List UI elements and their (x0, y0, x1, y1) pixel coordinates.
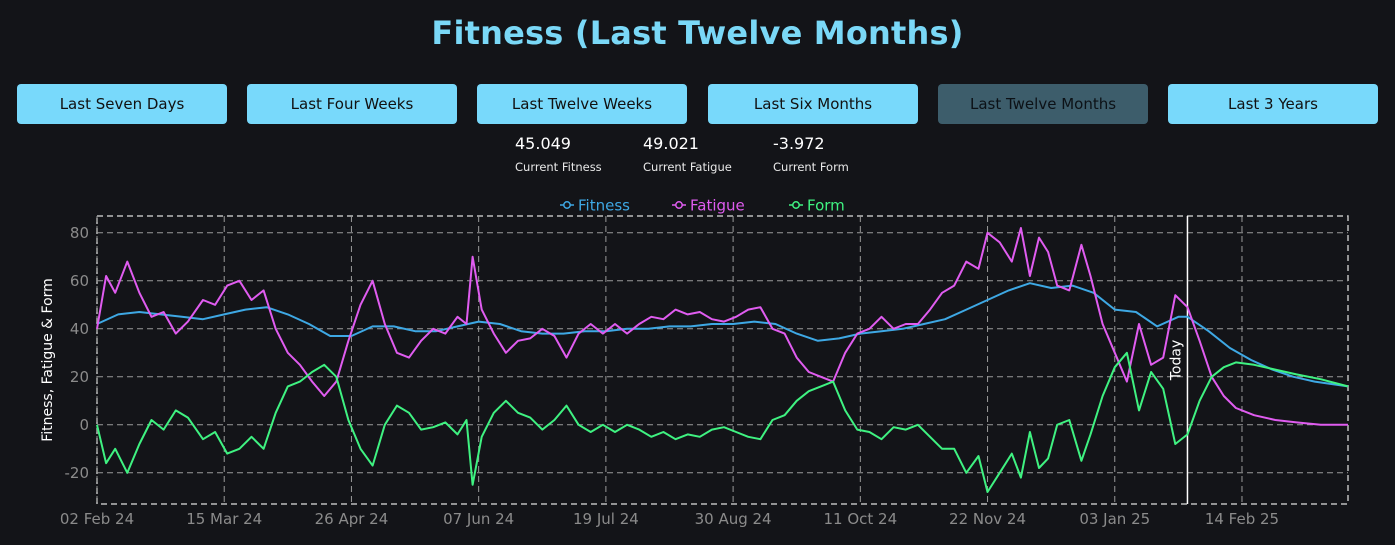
y-tick-label: 20 (70, 368, 89, 386)
range-button-last-four-weeks[interactable]: Last Four Weeks (247, 84, 457, 124)
series-line-fitness (96, 282, 1349, 388)
x-tick-label: 30 Aug 24 (695, 510, 772, 528)
legend-item-fitness: Fitness (560, 197, 630, 215)
legend-swatch-marker (563, 201, 571, 209)
y-tick-label: 80 (70, 224, 89, 242)
x-tick-label: 14 Feb 25 (1205, 510, 1279, 528)
stat-label: Current Form (773, 160, 849, 174)
today-label: Today (1168, 340, 1184, 382)
stat-label: Current Fitness (515, 160, 602, 174)
stat-current-fitness: 45.049 Current Fitness (515, 134, 602, 174)
legend-swatch-marker (675, 201, 683, 209)
x-tick-label: 11 Oct 24 (823, 510, 897, 528)
range-button-last-3-years[interactable]: Last 3 Years (1168, 84, 1378, 124)
stat-current-fatigue: 49.021 Current Fatigue (643, 134, 732, 174)
y-axis-label: Fitness, Fatigue & Form (40, 278, 56, 442)
legend-item-form: Form (789, 197, 845, 215)
y-tick-label: 60 (70, 272, 89, 290)
legend-label: Fitness (578, 197, 630, 215)
stat-value: 49.021 (643, 134, 699, 153)
page-title: Fitness (Last Twelve Months) (431, 14, 964, 52)
stat-label: Current Fatigue (643, 160, 732, 174)
legend-label: Fatigue (690, 197, 745, 215)
range-button-last-six-months[interactable]: Last Six Months (708, 84, 918, 124)
range-button-last-twelve-weeks[interactable]: Last Twelve Weeks (477, 84, 687, 124)
series-line-fatigue (96, 227, 1348, 426)
legend-label: Form (807, 197, 845, 215)
time-range-selector: Last Seven Days Last Four Weeks Last Twe… (0, 84, 1395, 124)
range-button-last-seven-days[interactable]: Last Seven Days (17, 84, 227, 124)
range-button-last-twelve-months[interactable]: Last Twelve Months (938, 84, 1148, 124)
series-line-form (96, 351, 1349, 493)
x-tick-label: 02 Feb 24 (60, 510, 134, 528)
y-tick-label: 40 (70, 320, 89, 338)
fitness-fatigue-form-chart: -20 0 20 40 60 80 02 Feb 24 15 Mar 24 26 Apr 24 0… (40, 197, 1349, 528)
stat-value: -3.972 (773, 134, 825, 153)
stat-value: 45.049 (515, 134, 571, 153)
x-tick-label: 15 Mar 24 (186, 510, 262, 528)
legend-item-fatigue: Fatigue (672, 197, 745, 215)
x-tick-label: 07 Jun 24 (443, 510, 514, 528)
x-tick-label: 26 Apr 24 (315, 510, 389, 528)
x-tick-label: 19 Jul 24 (573, 510, 639, 528)
x-tick-label: 22 Nov 24 (949, 510, 1026, 528)
legend-swatch-marker (792, 201, 800, 209)
y-tick-label: -20 (65, 464, 90, 482)
x-tick-label: 03 Jan 25 (1079, 510, 1150, 528)
y-tick-label: 0 (79, 416, 89, 434)
stat-current-form: -3.972 Current Form (773, 134, 849, 174)
